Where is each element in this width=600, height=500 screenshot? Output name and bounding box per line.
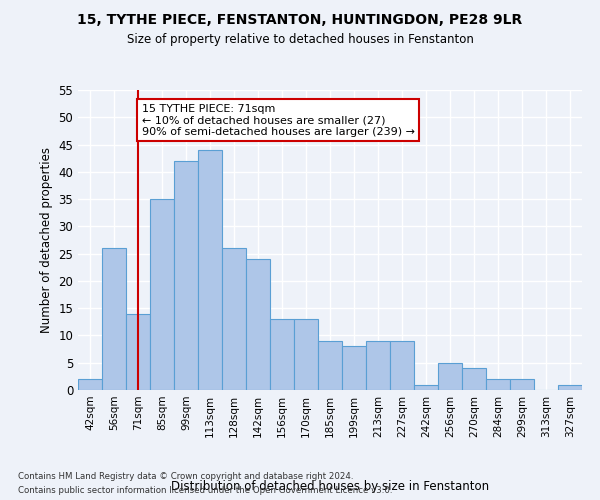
Bar <box>174 161 198 390</box>
Bar <box>318 341 342 390</box>
Bar <box>486 379 510 390</box>
Bar <box>366 341 390 390</box>
Bar <box>510 379 534 390</box>
Bar <box>414 384 438 390</box>
Text: Distribution of detached houses by size in Fenstanton: Distribution of detached houses by size … <box>171 480 489 493</box>
Bar <box>78 379 102 390</box>
Bar <box>438 362 462 390</box>
Bar <box>246 259 270 390</box>
Bar <box>222 248 246 390</box>
Bar <box>342 346 366 390</box>
Text: Size of property relative to detached houses in Fenstanton: Size of property relative to detached ho… <box>127 32 473 46</box>
Bar <box>198 150 222 390</box>
Bar <box>126 314 150 390</box>
Bar <box>270 319 294 390</box>
Bar <box>462 368 486 390</box>
Text: Contains public sector information licensed under the Open Government Licence v3: Contains public sector information licen… <box>18 486 392 495</box>
Bar <box>294 319 318 390</box>
Bar <box>558 384 582 390</box>
Bar <box>390 341 414 390</box>
Text: Contains HM Land Registry data © Crown copyright and database right 2024.: Contains HM Land Registry data © Crown c… <box>18 472 353 481</box>
Text: 15, TYTHE PIECE, FENSTANTON, HUNTINGDON, PE28 9LR: 15, TYTHE PIECE, FENSTANTON, HUNTINGDON,… <box>77 12 523 26</box>
Bar <box>150 199 174 390</box>
Y-axis label: Number of detached properties: Number of detached properties <box>40 147 53 333</box>
Text: 15 TYTHE PIECE: 71sqm
← 10% of detached houses are smaller (27)
90% of semi-deta: 15 TYTHE PIECE: 71sqm ← 10% of detached … <box>142 104 415 137</box>
Bar <box>102 248 126 390</box>
